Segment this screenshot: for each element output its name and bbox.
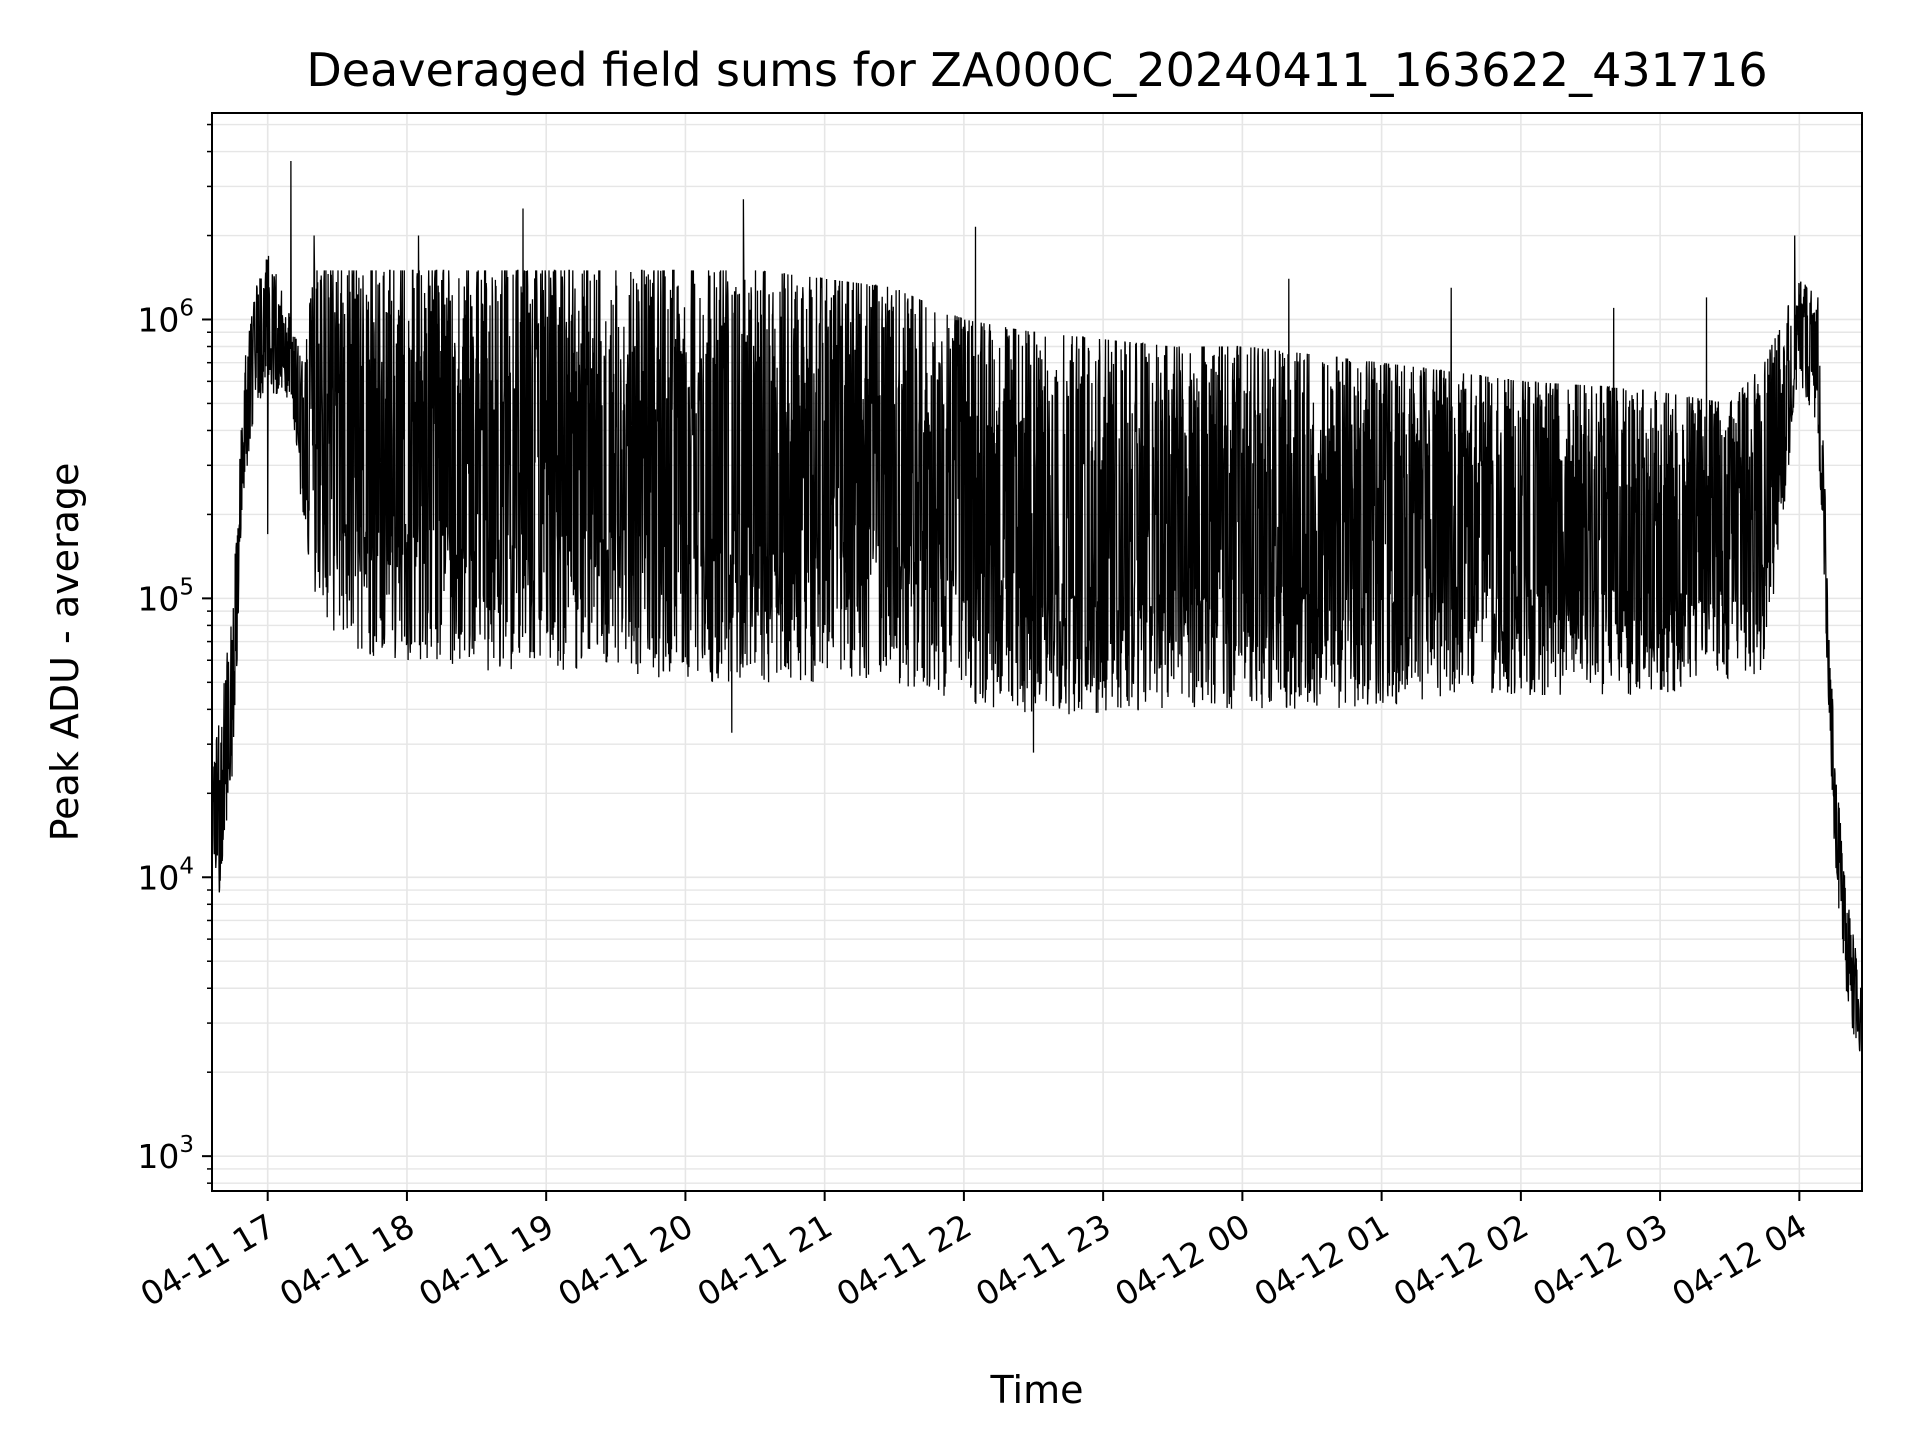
y-tick-exponent: 4 [179, 853, 194, 879]
y-tick-exponent: 3 [179, 1132, 194, 1158]
y-tick-label: 106 [137, 295, 194, 339]
y-tick-base: 10 [137, 300, 179, 339]
y-tick-label: 103 [137, 1132, 194, 1176]
y-axis-label: Peak ADU - average [43, 463, 87, 842]
y-tick-base: 10 [137, 858, 179, 897]
x-axis-label: Time [990, 1368, 1084, 1412]
chart-title: Deaveraged field sums for ZA000C_2024041… [306, 43, 1767, 97]
y-tick-label: 104 [137, 853, 194, 897]
series-line [211, 160, 1863, 1052]
series-path [211, 160, 1863, 1052]
y-tick-exponent: 5 [179, 574, 194, 600]
plot-frame [211, 112, 1863, 1192]
y-tick-label: 105 [137, 574, 194, 618]
y-tick-base: 10 [137, 579, 179, 618]
y-tick-exponent: 6 [179, 295, 194, 321]
y-tick-base: 10 [137, 1137, 179, 1176]
